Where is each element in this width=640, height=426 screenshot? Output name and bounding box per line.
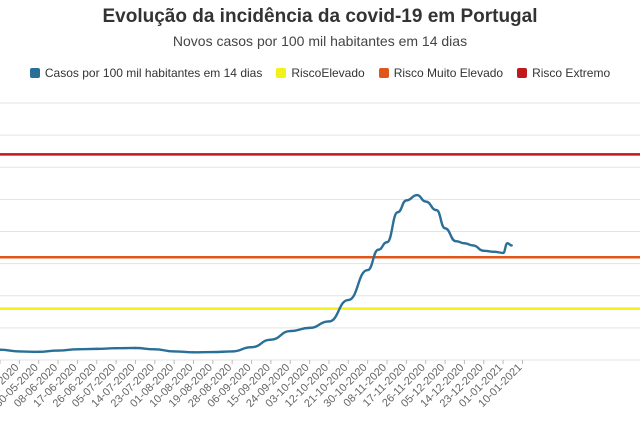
legend-item-risco-elevado[interactable]: RiscoElevado (276, 66, 365, 80)
series-line-casos (0, 193, 512, 354)
data-point (396, 211, 399, 214)
legend-label-risco-elevado: RiscoElevado (291, 66, 365, 80)
chart-title: Evolução da incidência da covid-19 em Po… (102, 6, 538, 27)
data-point (308, 326, 311, 330)
data-point (463, 242, 466, 245)
data-point (501, 251, 505, 255)
data-point (56, 349, 60, 352)
data-point (493, 250, 496, 254)
x-axis-ticks: 12-05-202021-05-202030-05-202008-06-2020… (0, 360, 525, 410)
data-point (192, 351, 195, 354)
legend: Casos por 100 mil habitantes em 14 dias … (0, 66, 640, 80)
legend-item-risco-muito-elevado[interactable]: Risco Muito Elevado (378, 66, 504, 80)
data-point (405, 199, 408, 202)
data-point (18, 350, 21, 353)
data-point (211, 350, 215, 354)
legend-item-casos[interactable]: Casos por 100 mil habitantes em 14 dias (29, 66, 263, 80)
data-point (114, 347, 118, 350)
data-point (482, 249, 485, 252)
legend-swatch-risco-elevado (276, 68, 287, 78)
data-point (454, 239, 457, 243)
data-point (95, 347, 98, 351)
data-point (250, 345, 253, 349)
data-point (377, 248, 380, 251)
gridlines (0, 102, 640, 361)
data-point (0, 348, 2, 351)
data-point (415, 193, 419, 197)
legend-swatch-casos (29, 68, 40, 78)
legend-label-casos: Casos por 100 mil habitantes em 14 dias (44, 66, 263, 80)
legend-label-risco-extremo: Risco Extremo (532, 66, 611, 80)
data-point (231, 350, 234, 353)
data-point (435, 208, 438, 212)
data-point (510, 244, 513, 247)
legend-label-risco-muito-elevado: Risco Muito Elevado (393, 66, 504, 80)
data-point (153, 348, 156, 351)
data-point (269, 338, 273, 341)
data-point (506, 242, 509, 245)
data-point (424, 200, 427, 203)
data-point (366, 268, 369, 272)
chart-subtitle: Novos casos por 100 mil habitantes em 14… (172, 33, 468, 49)
data-point (327, 320, 331, 323)
data-point (347, 298, 350, 302)
legend-swatch-risco-muito-elevado (378, 68, 389, 78)
legend-item-risco-extremo[interactable]: Risco Extremo (517, 66, 610, 80)
data-point (443, 227, 447, 230)
data-point (471, 244, 475, 247)
legend-swatch-risco-extremo (517, 68, 528, 78)
threshold-lines (0, 153, 640, 310)
data-point (76, 348, 79, 351)
data-point (37, 350, 40, 354)
data-point (289, 329, 292, 333)
data-point (385, 241, 389, 244)
data-point (134, 346, 137, 350)
data-point (172, 350, 176, 353)
series-layer (0, 193, 513, 354)
